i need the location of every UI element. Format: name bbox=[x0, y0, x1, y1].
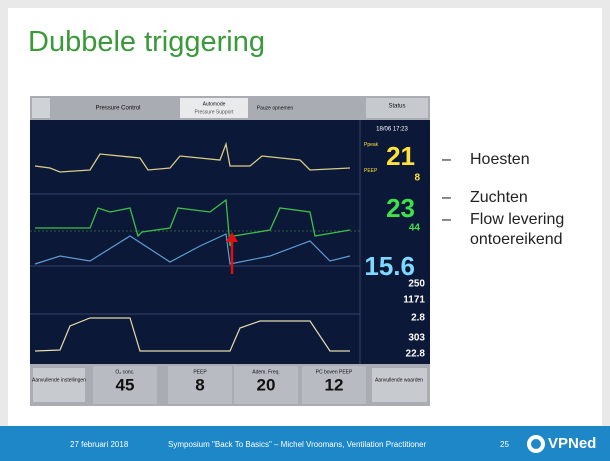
setting-box[interactable] bbox=[93, 366, 157, 404]
pause: Pauze opnemen bbox=[257, 105, 294, 111]
setting-label: Adem. Freq. bbox=[252, 369, 280, 375]
readout-value: 303 bbox=[408, 333, 425, 344]
readout-value: 250 bbox=[408, 279, 425, 290]
footer: 27 februari 2018 Symposium "Back To Basi… bbox=[0, 426, 610, 461]
mode: Pressure Control bbox=[95, 106, 140, 112]
logo: VPNed bbox=[548, 435, 597, 452]
co2-wave bbox=[34, 317, 350, 352]
left-button[interactable]: Aanvullende instellingen bbox=[32, 377, 86, 383]
readout-value: 44 bbox=[409, 223, 421, 234]
footer-text: Symposium "Back To Basics" – Michel Vroo… bbox=[168, 440, 427, 449]
status: Status bbox=[388, 104, 405, 110]
button[interactable] bbox=[372, 368, 427, 402]
datetime: 18/06 17:23 bbox=[376, 127, 408, 133]
arrowhead bbox=[226, 232, 238, 242]
footer-date: 27 februari 2018 bbox=[70, 440, 129, 449]
screen-bg bbox=[30, 96, 430, 406]
readout-value: 1171 bbox=[403, 295, 425, 306]
ventilator-screen: Pressure Control Automode Pressure Suppo… bbox=[30, 96, 430, 406]
tab bbox=[180, 98, 248, 118]
readout-value: 15.6 bbox=[364, 251, 415, 281]
right-button[interactable]: Aanvullende waarden bbox=[375, 377, 423, 383]
page-number: 25 bbox=[500, 440, 509, 449]
readout-value: 23 bbox=[386, 193, 415, 223]
readout-value: 21 bbox=[386, 141, 415, 171]
readout-value: 22.8 bbox=[406, 349, 426, 360]
slide-title: Dubbele triggering bbox=[28, 26, 265, 58]
setting-value: 20 bbox=[257, 375, 276, 394]
logo-icon bbox=[527, 435, 545, 453]
setting-box[interactable] bbox=[234, 366, 298, 404]
setting-value: 45 bbox=[116, 375, 135, 394]
setting-box[interactable] bbox=[302, 366, 366, 404]
readout-label: PEEP bbox=[364, 168, 378, 174]
flow-wave bbox=[35, 198, 351, 247]
icon bbox=[32, 98, 50, 118]
pressure-wave bbox=[34, 141, 351, 173]
tab bbox=[366, 98, 428, 118]
readout-label: Ppeak bbox=[364, 142, 379, 148]
setting-value: 8 bbox=[195, 375, 204, 394]
setting-label: PEEP bbox=[193, 369, 207, 375]
setting-label: O₂ conc. bbox=[115, 369, 134, 375]
button[interactable] bbox=[33, 368, 85, 402]
bullet: Flow levering ontoereikend bbox=[442, 210, 590, 250]
readout-value: 2.8 bbox=[411, 313, 425, 324]
bullet: Hoesten bbox=[442, 150, 610, 170]
bullet: Zuchten bbox=[442, 188, 610, 208]
readout-value: 8 bbox=[414, 173, 420, 184]
automode: Automode bbox=[203, 101, 226, 107]
setting-label: PC boven PEEP bbox=[316, 369, 353, 375]
volume-wave bbox=[34, 233, 351, 265]
setting-value: 12 bbox=[325, 375, 344, 394]
setting-box[interactable] bbox=[168, 366, 232, 404]
automode-sub: Pressure Support bbox=[195, 109, 235, 115]
